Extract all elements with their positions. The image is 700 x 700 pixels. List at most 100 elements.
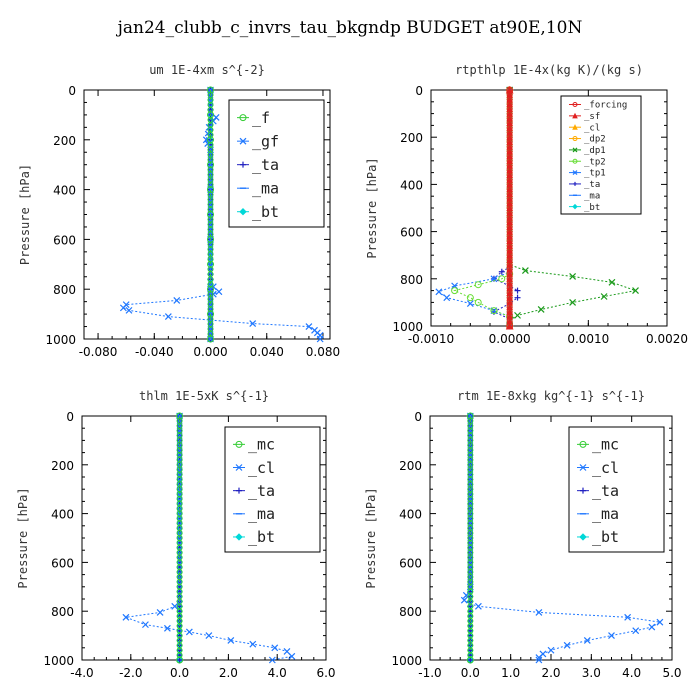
y-axis-label: Pressure [hPa] — [18, 164, 32, 265]
data-point — [164, 313, 172, 321]
legend: _mc _cl _ta _ma _bt — [224, 426, 321, 553]
legend-marker — [580, 487, 586, 494]
data-point — [474, 298, 482, 306]
x-tick-label: 0.0 — [170, 666, 189, 680]
y-tick-label: 200 — [399, 459, 422, 473]
y-tick-label: 600 — [53, 233, 76, 247]
data-point — [569, 298, 577, 306]
series-tp2-line — [451, 86, 514, 330]
y-axis-label: Pressure [hPa] — [365, 157, 379, 258]
chart-panel-4: rtm 1E-8xkg kg^{-1} s^{-1} Pressure [hPa]… — [364, 389, 682, 680]
data-point — [207, 257, 214, 264]
data-point — [212, 113, 220, 121]
x-tick-label: 0.080 — [306, 345, 340, 359]
data-point — [451, 287, 459, 295]
data-point — [122, 613, 130, 621]
series-mc-line — [466, 412, 474, 664]
data-point — [176, 412, 184, 420]
data-point — [207, 186, 215, 194]
data-point — [271, 644, 279, 652]
data-point — [207, 231, 214, 238]
y-tick-label: 1000 — [392, 320, 423, 334]
legend-marker — [239, 208, 247, 216]
legend-marker — [572, 102, 578, 108]
y-tick-label: 800 — [399, 605, 422, 619]
x-tick-label: 1.0 — [501, 666, 520, 680]
legend-marker — [240, 161, 246, 168]
legend-label: _mc — [592, 436, 619, 454]
y-tick-label: 400 — [399, 508, 422, 522]
data-point — [656, 618, 664, 626]
data-point — [535, 608, 543, 616]
legend-label: _mc — [248, 436, 275, 454]
data-point — [435, 288, 443, 296]
series-forcing-line — [506, 86, 514, 330]
data-point — [490, 275, 498, 283]
legend-label: _dp2 — [584, 135, 606, 145]
data-point — [535, 654, 543, 661]
legend-marker — [236, 487, 242, 494]
x-tick-label: 2.0 — [219, 666, 238, 680]
data-point — [205, 632, 213, 640]
data-point — [185, 628, 193, 636]
data-point — [506, 322, 514, 330]
data-point — [156, 608, 164, 616]
legend-marker — [572, 170, 578, 176]
x-tick-label: -2.0 — [119, 666, 142, 680]
chart-panel-2: rtpthlp 1E-4x(kg K)/(kg s) Pressure [hPa]… — [365, 63, 688, 346]
data-point — [466, 294, 474, 302]
data-point — [305, 323, 313, 330]
legend-label: _sf — [584, 112, 600, 122]
data-point — [173, 296, 181, 304]
data-point — [249, 640, 257, 648]
data-point — [506, 318, 513, 325]
data-point — [176, 652, 183, 659]
legend-box — [228, 99, 325, 228]
data-point — [632, 287, 639, 295]
legend-label: _ma — [252, 179, 279, 197]
x-tick-label: 0.0 — [461, 666, 480, 680]
data-point — [466, 412, 474, 420]
legend-marker — [579, 464, 587, 471]
series-tp1-line — [435, 86, 514, 330]
legend: _f _gf _ta _ma _bt — [228, 99, 325, 228]
panel-title: rtpthlp 1E-4x(kg K)/(kg s) — [455, 63, 643, 77]
data-point — [506, 86, 514, 94]
data-point — [209, 117, 217, 125]
figure-title: jan24_clubb_c_invrs_tau_bkgndp BUDGET at… — [117, 18, 583, 38]
data-point — [608, 632, 615, 640]
data-point — [207, 206, 214, 213]
data-point — [207, 335, 215, 343]
data-point — [207, 306, 214, 313]
x-tick-label: 4.0 — [622, 666, 641, 680]
data-point — [207, 235, 215, 243]
legend-marker — [573, 181, 577, 186]
data-point — [142, 621, 149, 629]
data-point — [207, 106, 214, 113]
data-point — [466, 300, 474, 308]
data-point — [207, 161, 214, 168]
chart-panel-3: thlm 1E-5xK s^{-1} Pressure [hPa] -4.0 -2.0… — [16, 389, 336, 680]
legend-marker — [572, 124, 578, 130]
x-tick-label: 5.0 — [662, 666, 681, 680]
x-tick-label: 3.0 — [582, 666, 601, 680]
legend-label: _gf — [252, 132, 279, 150]
data-point — [474, 602, 482, 610]
y-tick-label: 600 — [400, 226, 423, 240]
data-point — [537, 306, 545, 313]
legend-marker — [572, 112, 578, 119]
legend-label: _ma — [584, 191, 600, 201]
y-tick-label: 800 — [400, 273, 423, 287]
legend-marker — [572, 136, 578, 142]
data-point — [316, 335, 324, 343]
data-point — [268, 656, 276, 664]
legend-label: _ta — [592, 482, 619, 500]
panel-title: rtm 1E-8xkg kg^{-1} s^{-1} — [457, 389, 645, 403]
data-point — [467, 652, 474, 659]
y-axis-label: Pressure [hPa] — [364, 487, 378, 588]
y-tick-label: 600 — [399, 556, 422, 570]
data-point — [207, 131, 214, 138]
data-point — [547, 646, 555, 654]
legend-marker — [572, 158, 578, 164]
x-tick-label: 0.000 — [193, 345, 227, 359]
